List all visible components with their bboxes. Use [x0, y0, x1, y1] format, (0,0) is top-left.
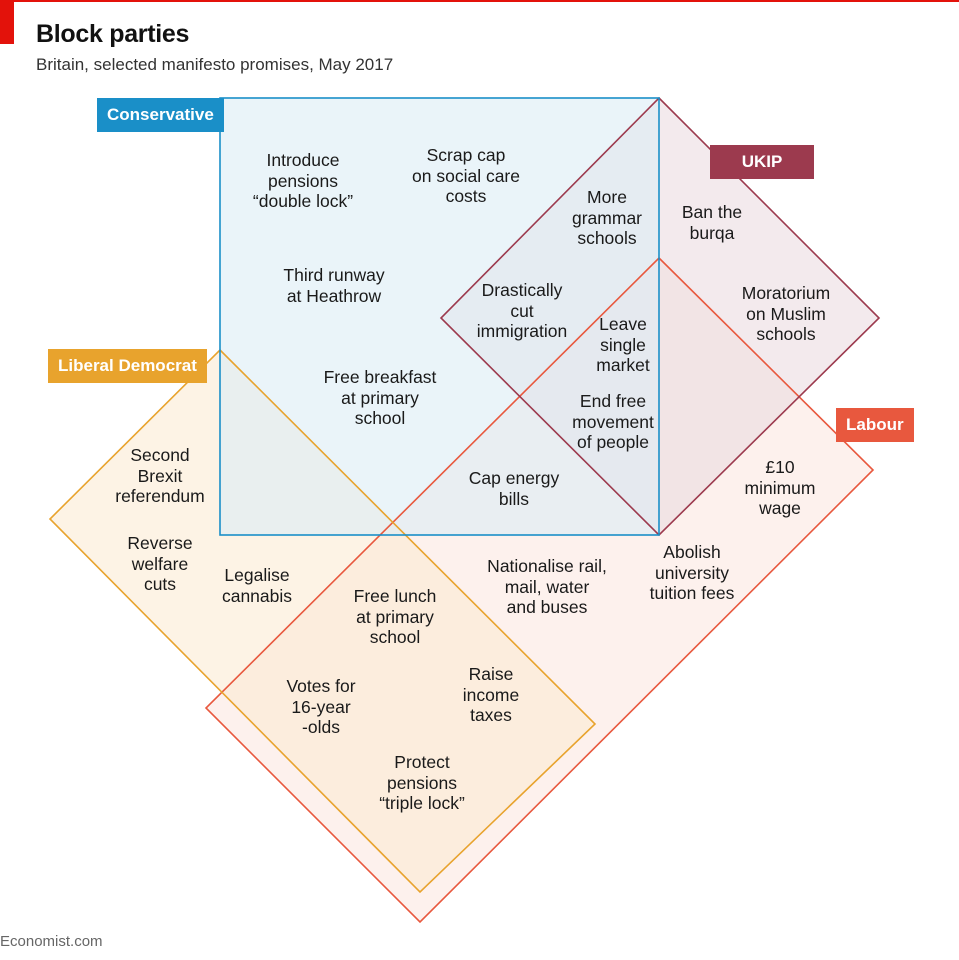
promise-ban-the-burqa: Ban the burqa [681, 202, 743, 243]
libdem-outline [48, 348, 597, 894]
promise-third-runway-heathrow: Third runway at Heathrow [283, 265, 385, 306]
party-label-conservative: Conservative [97, 98, 224, 132]
promise-protect-pensions-triple-lock: Protect pensions “triple lock” [379, 752, 465, 813]
promise-legalise-cannabis: Legalise cannabis [221, 565, 293, 606]
promise-end-free-movement: End free movement of people [572, 391, 654, 452]
promise-more-grammar-schools: More grammar schools [571, 187, 643, 248]
chart-title: Block parties [36, 20, 190, 48]
libdem-region [50, 350, 595, 892]
promise-reverse-welfare-cuts: Reverse welfare cuts [127, 533, 193, 594]
source-credit: Economist.com [0, 933, 103, 950]
party-label-ukip: UKIP [710, 145, 814, 179]
promise-free-breakfast-primary-school: Free breakfast at primary school [323, 367, 437, 428]
promise-moratorium-muslim-schools: Moratorium on Muslim schools [741, 283, 831, 344]
promise-abolish-university-tuition-fees: Abolish university tuition fees [649, 542, 735, 603]
conservative-outline [219, 97, 660, 536]
top-rule [0, 0, 959, 2]
promise-scrap-cap-social-care: Scrap cap on social care costs [412, 145, 520, 206]
promise-leave-single-market: Leave single market [596, 314, 650, 375]
chart-subtitle: Britain, selected manifesto promises, Ma… [36, 55, 394, 74]
promise-free-lunch-primary-school: Free lunch at primary school [353, 586, 437, 647]
promise-ten-pound-minimum-wage: £10 minimum wage [744, 457, 816, 518]
labour-outline [204, 256, 875, 924]
party-label-labour: Labour [836, 408, 914, 442]
promise-cap-energy-bills: Cap energy bills [468, 468, 560, 509]
promise-introduce-pensions-double-lock: Introduce pensions “double lock” [252, 150, 354, 211]
party-label-libdem: Liberal Democrat [48, 349, 207, 383]
promise-second-brexit-referendum: Second Brexit referendum [115, 445, 205, 506]
promise-votes-for-16-year-olds: Votes for 16-year -olds [286, 676, 356, 737]
brand-tag [0, 0, 14, 44]
promise-nationalise-rail-mail: Nationalise rail, mail, water and buses [487, 556, 607, 617]
promise-drastically-cut-immigration: Drastically cut immigration [476, 280, 568, 341]
promise-raise-income-taxes: Raise income taxes [462, 664, 520, 725]
